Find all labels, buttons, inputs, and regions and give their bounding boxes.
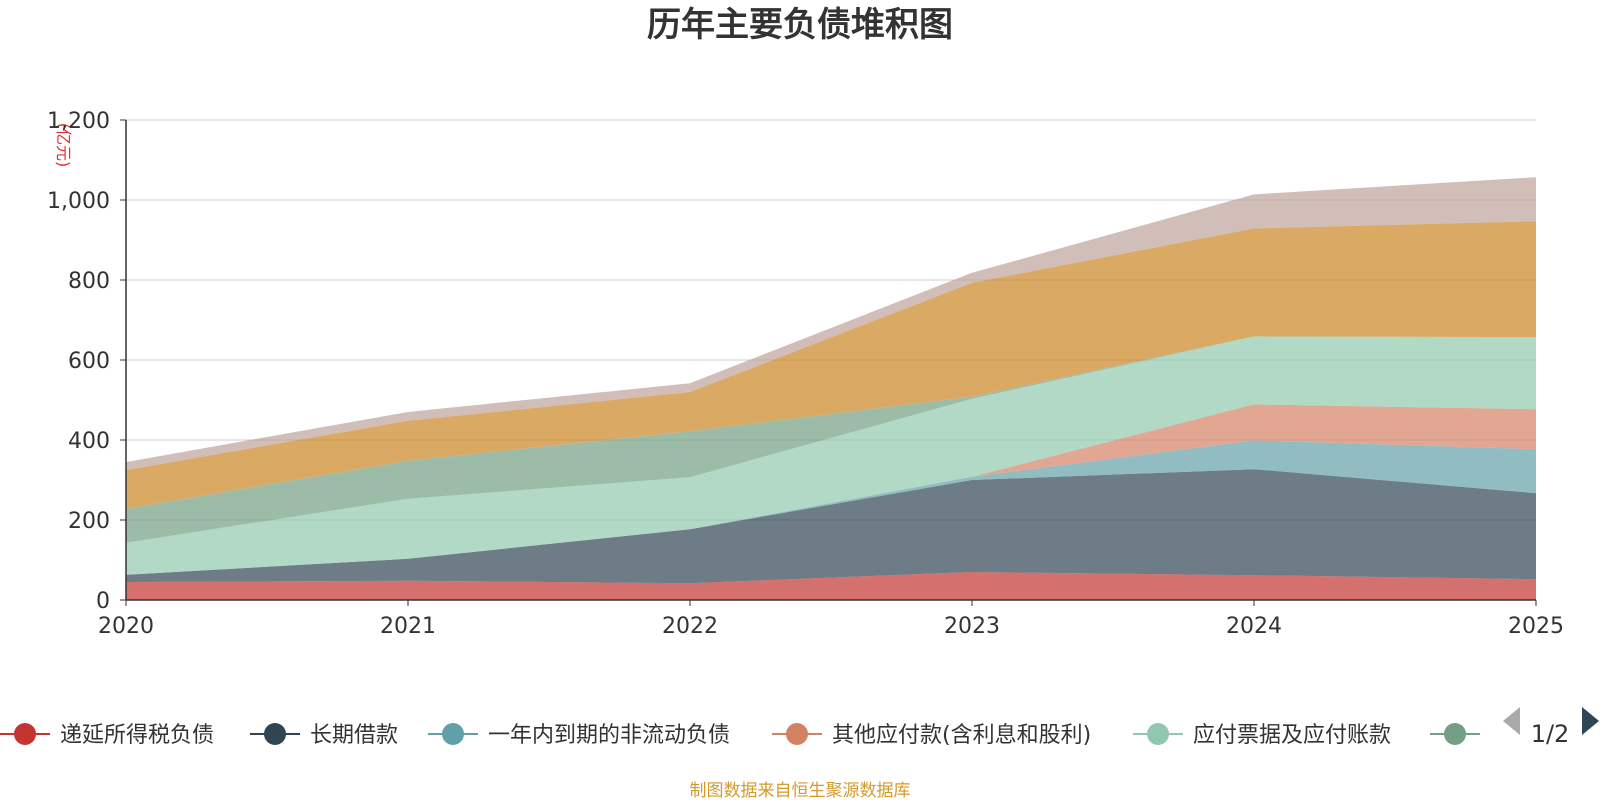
legend-marker-icon[interactable] [442, 723, 464, 745]
legend-item-label[interactable]: 一年内到期的非流动负债 [488, 723, 730, 748]
legend-prev-page-icon[interactable] [1503, 707, 1520, 735]
area-series-6 [126, 221, 1536, 509]
legend-item-label[interactable]: 其他应付款(含利息和股利) [832, 723, 1091, 748]
area-series-0 [126, 572, 1536, 600]
area-series-7 [126, 177, 1536, 470]
legend-marker-icon[interactable] [14, 723, 36, 745]
legend-marker-icon[interactable] [1444, 723, 1466, 745]
y-tick-label: 400 [68, 429, 110, 454]
x-tick-label: 2024 [1226, 614, 1282, 639]
legend-next-page-icon[interactable] [1582, 707, 1599, 735]
legend-item-label[interactable]: 长期借款 [310, 723, 398, 748]
area-series-3 [126, 404, 1536, 575]
area-series-2 [126, 440, 1536, 575]
y-tick-label: 800 [68, 269, 110, 294]
area-series-4 [126, 336, 1536, 575]
y-tick-label: 600 [68, 349, 110, 374]
legend-marker-icon[interactable] [264, 723, 286, 745]
legend[interactable]: 递延所得税负债 长期借款 一年内到期的非流动负债 其他应付款(含利息和股利) 应付票据及… [0, 723, 1480, 748]
x-tick-label: 2025 [1508, 614, 1564, 639]
y-axis-unit-label: (亿元) [54, 123, 73, 168]
legend-page-indicator: 1/2 [1531, 720, 1570, 748]
x-tick-label: 2022 [662, 614, 718, 639]
x-tick-label: 2020 [98, 614, 154, 639]
area-series-5 [126, 336, 1536, 543]
axes: 0 200 400 600 800 1,000 1,200 2020 2021 2022 2023 2… [47, 109, 1564, 639]
source-note: 制图数据来自恒生聚源数据库 [690, 781, 911, 800]
x-tick-label: 2023 [944, 614, 1000, 639]
legend-item-label[interactable]: 应付票据及应付账款 [1193, 723, 1391, 748]
legend-marker-icon[interactable] [1147, 723, 1169, 745]
y-tick-label: 0 [96, 589, 110, 614]
legend-item-label[interactable]: 递延所得税负债 [60, 723, 214, 748]
stacked-areas [126, 177, 1536, 600]
y-tick-label: 1,200 [47, 109, 110, 134]
x-tick-label: 2021 [380, 614, 436, 639]
chart-title: 历年主要负债堆积图 [647, 5, 953, 45]
y-tick-label: 200 [68, 509, 110, 534]
y-tick-label: 1,000 [47, 189, 110, 214]
legend-marker-icon[interactable] [786, 723, 808, 745]
area-series-1 [126, 469, 1536, 584]
